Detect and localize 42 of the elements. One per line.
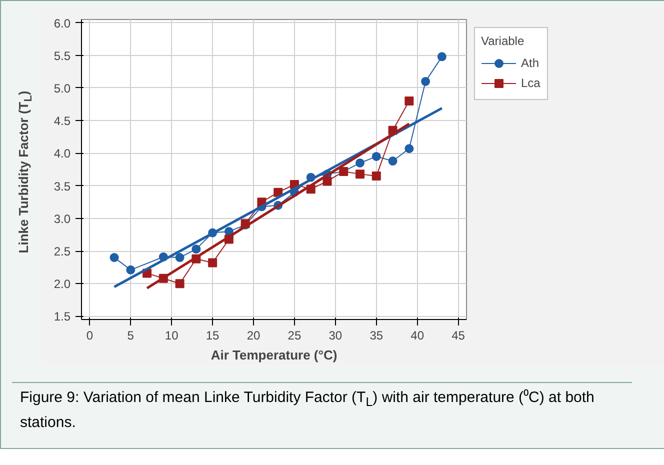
point [388, 156, 398, 166]
y-tick-label: 3.0 [54, 212, 71, 226]
x-tick-label: 15 [206, 328, 220, 342]
x-tick-label: 45 [452, 328, 466, 342]
x-tick-label: 35 [370, 328, 384, 342]
point [322, 176, 332, 186]
y-tick-label: 5.0 [54, 81, 71, 96]
x-tick-label: 30 [328, 328, 342, 342]
point [175, 279, 184, 288]
x-tick-label: 10 [164, 328, 179, 342]
point [110, 253, 119, 262]
legend-title: Variable [481, 34, 526, 48]
y-tick-label: 1.5 [54, 310, 71, 324]
point [372, 172, 381, 181]
y-tick-label: 2.0 [54, 277, 71, 292]
x-tick-label: 5 [127, 328, 134, 342]
x-tick-label: 25 [288, 328, 302, 342]
point [126, 265, 136, 274]
point [437, 52, 446, 62]
point [404, 96, 414, 106]
legend-label: Lca [521, 76, 541, 90]
y-tick-label: 3.5 [54, 179, 71, 194]
x-tick-label: 20 [246, 328, 261, 342]
point [421, 76, 430, 86]
x-tick-label: 0 [86, 328, 94, 342]
point [208, 258, 218, 268]
y-tick-label: 4.0 [54, 146, 71, 161]
y-tick-label: 6.0 [54, 16, 71, 30]
legend-label: Ath [521, 56, 540, 70]
point [356, 158, 365, 168]
y-tick-label: 4.5 [54, 114, 71, 128]
point [175, 253, 184, 262]
point [224, 226, 234, 236]
y-tick-label: 5.5 [54, 48, 71, 63]
point [404, 144, 414, 154]
y-tick-label: 2.5 [54, 244, 71, 259]
point [192, 244, 201, 254]
text: Figure 9: Variation of mean Linke Turbidity Factor (T$_{L}$) with air temperature (⁰C) at both stations. [20, 389, 594, 431]
point [372, 152, 381, 161]
point [356, 170, 365, 179]
x-tick-label: 40 [410, 328, 424, 342]
x-axis-title: Air Temperature (°C) [210, 348, 338, 362]
